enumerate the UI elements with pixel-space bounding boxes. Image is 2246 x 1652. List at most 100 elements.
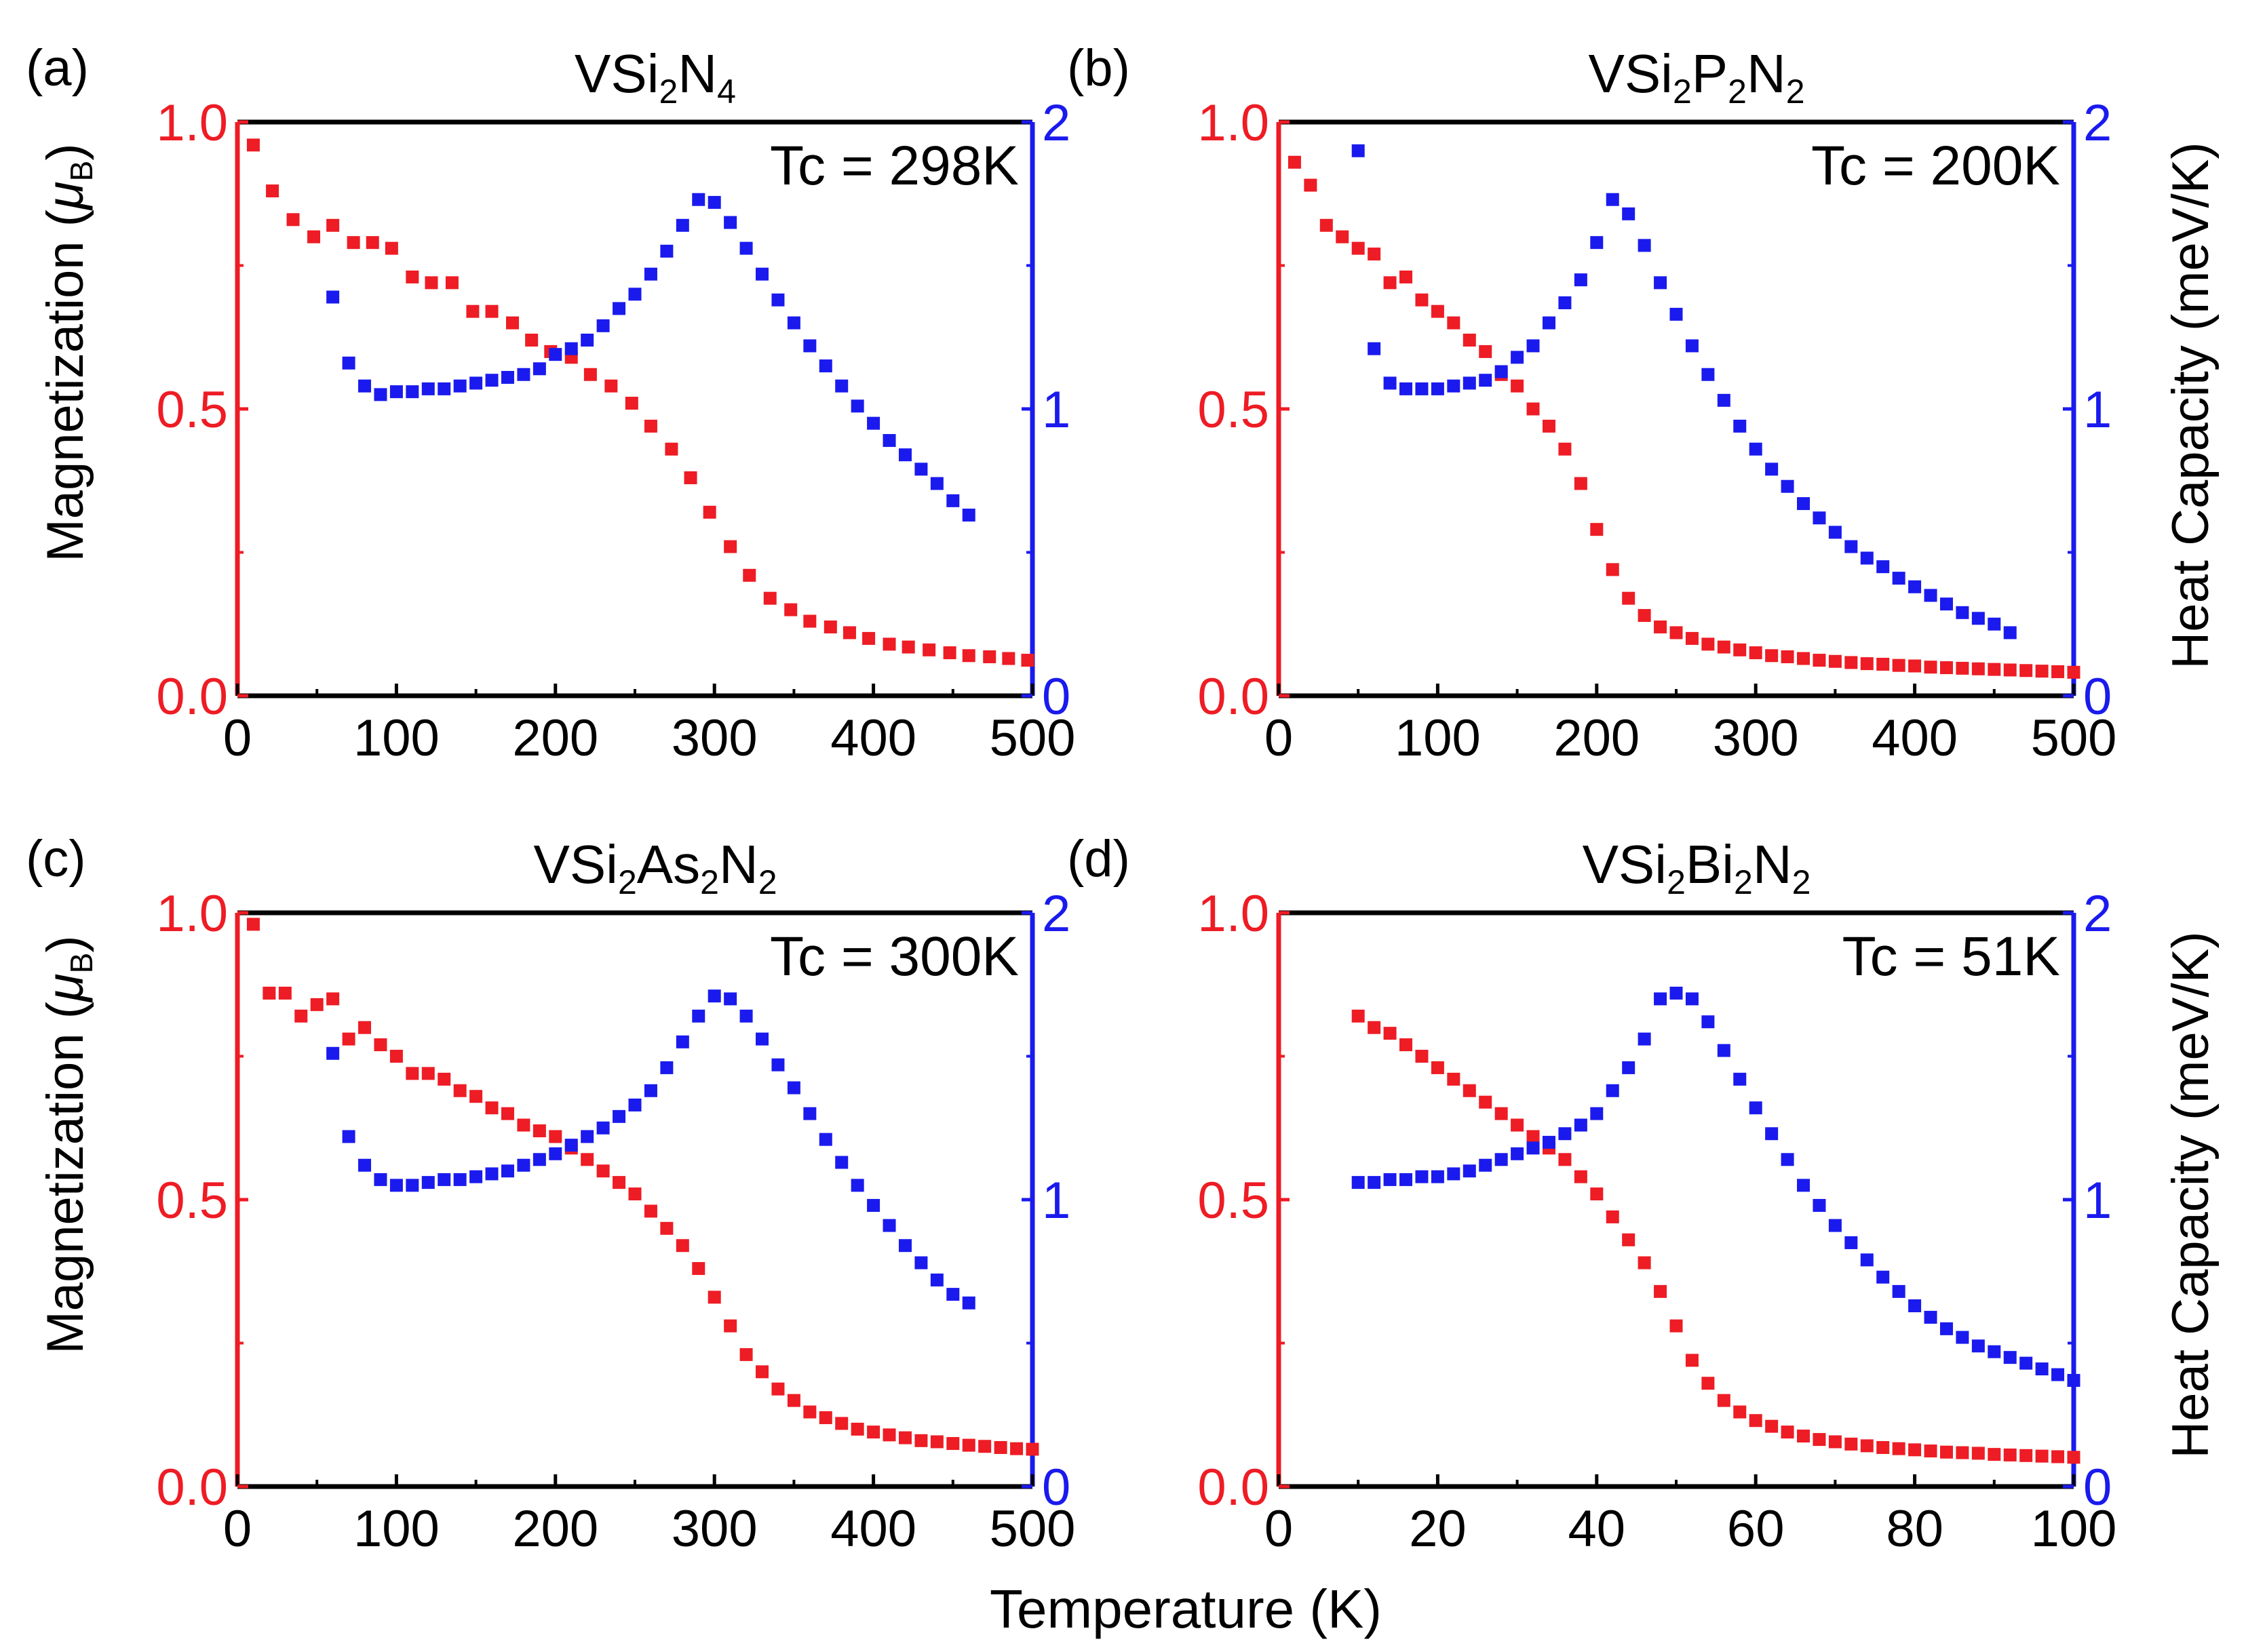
y-right-tick-label: 1: [1042, 1172, 1070, 1230]
magnetization-point: [1415, 293, 1429, 307]
magnetization-point: [246, 918, 260, 931]
heat-capacity-point: [962, 509, 975, 522]
magnetization-point: [286, 213, 300, 227]
x-tick-label: 0: [223, 1500, 252, 1558]
magnetization-point: [1781, 650, 1794, 663]
heat-capacity-point: [1717, 393, 1730, 407]
magnetization-point: [1558, 1153, 1572, 1166]
heat-capacity-point: [1447, 379, 1460, 393]
magnetization-point: [326, 992, 340, 1006]
magnetization-point: [724, 540, 737, 553]
heat-capacity-point: [1988, 1345, 2001, 1358]
heat-capacity-point: [1797, 1179, 1811, 1192]
magnetization-point: [1781, 1425, 1794, 1439]
magnetization-point: [466, 304, 480, 318]
magnetization-point: [1669, 626, 1683, 640]
magnetization-point: [421, 1067, 435, 1080]
x-tick-label: 20: [1409, 1500, 1467, 1558]
magnetization-point: [867, 1425, 880, 1439]
heat-capacity-point: [2035, 1362, 2049, 1376]
magnetization-point: [763, 591, 777, 605]
magnetization-point: [1749, 646, 1762, 660]
magnetization-point: [1956, 661, 1969, 675]
magnetization-point: [1654, 1284, 1667, 1298]
magnetization-point: [1860, 657, 1874, 671]
magnetization-point: [628, 1187, 642, 1201]
heat-capacity-point: [501, 370, 514, 384]
heat-capacity-point: [787, 316, 800, 330]
magnetization-point: [1797, 1430, 1811, 1443]
magnetization-point: [583, 368, 597, 381]
x-tick-label: 500: [990, 709, 1076, 767]
heat-capacity-point: [739, 1009, 753, 1023]
magnetization-point: [453, 1084, 467, 1097]
heat-capacity-series: [1351, 144, 2017, 640]
heat-capacity-point: [946, 494, 960, 507]
panel-label: (d): [1067, 830, 1130, 888]
magnetization-point: [862, 631, 876, 645]
heat-capacity-point: [1415, 382, 1429, 395]
heat-capacity-point: [406, 1179, 419, 1192]
heat-capacity-point: [930, 477, 944, 490]
heat-capacity-series: [326, 193, 975, 522]
magnetization-point: [902, 640, 915, 654]
heat-capacity-point: [453, 379, 467, 393]
magnetization-point: [625, 397, 638, 410]
magnetization-point: [703, 505, 716, 519]
heat-capacity-point: [2051, 1368, 2065, 1381]
magnetization-series: [246, 918, 1039, 1456]
heat-capacity-point: [358, 1158, 372, 1172]
heat-capacity-point: [1368, 342, 1381, 355]
magnetization-point: [824, 620, 837, 633]
magnetization-point: [1463, 333, 1476, 347]
heat-capacity-point: [1701, 368, 1715, 381]
magnetization-point: [438, 1072, 451, 1086]
magnetization-point: [1797, 652, 1811, 665]
y-left-tick-label: 0.0: [1197, 1459, 1269, 1516]
heat-capacity-point: [1542, 1135, 1555, 1149]
y-left-tick-label: 0.0: [156, 668, 228, 726]
heat-capacity-point: [374, 388, 387, 401]
heat-capacity-point: [1876, 1270, 1890, 1284]
x-tick-label: 0: [223, 709, 252, 767]
magnetization-point: [1844, 656, 1858, 669]
magnetization-point: [549, 1130, 562, 1143]
heat-capacity-point: [1844, 540, 1858, 553]
y-right-tick-label: 2: [2083, 885, 2112, 943]
magnetization-point: [1558, 442, 1572, 456]
panel-label: (b): [1067, 39, 1130, 97]
x-tick-label: 40: [1568, 1500, 1626, 1558]
heat-capacity-point: [692, 193, 705, 206]
heat-capacity-point: [1924, 589, 1937, 602]
magnetization-point: [898, 1431, 912, 1444]
magnetization-point: [1590, 1187, 1604, 1201]
magnetization-point: [533, 1124, 546, 1137]
heat-capacity-point: [1542, 316, 1555, 330]
magnetization-point: [2003, 1448, 2017, 1461]
magnetization-point: [1701, 637, 1715, 651]
y-axis-label-right-bottom: Heat Capacity (meV/K): [2162, 931, 2220, 1458]
magnetization-point: [1622, 591, 1635, 605]
heat-capacity-point: [1558, 296, 1572, 309]
magnetization-point: [1733, 1405, 1747, 1419]
heat-capacity-point: [549, 348, 562, 361]
panel-b: 0 100 200 300 400 500 0.0 0.5 1.0 0 1 2 (b) VSi2P2N2T…: [1067, 39, 2116, 767]
magnetization-point: [485, 1101, 499, 1115]
magnetization-point: [923, 643, 936, 656]
heat-capacity-point: [1797, 497, 1811, 511]
heat-capacity-point: [1558, 1127, 1572, 1141]
magnetization-point: [1828, 1435, 1842, 1449]
magnetization-point: [883, 1428, 896, 1442]
heat-capacity-point: [469, 1170, 483, 1183]
y-axis-label-left-top: Magnetization (μB): [37, 143, 99, 562]
magnetization-series: [1287, 155, 2080, 679]
magnetization-point: [266, 184, 279, 198]
magnetization-point: [644, 1204, 657, 1218]
heat-capacity-point: [1574, 1118, 1587, 1132]
x-tick-label: 400: [1872, 709, 1958, 767]
magnetization-point: [1749, 1414, 1762, 1428]
heat-capacity-point: [549, 1147, 562, 1160]
x-tick-label: 200: [512, 709, 598, 767]
